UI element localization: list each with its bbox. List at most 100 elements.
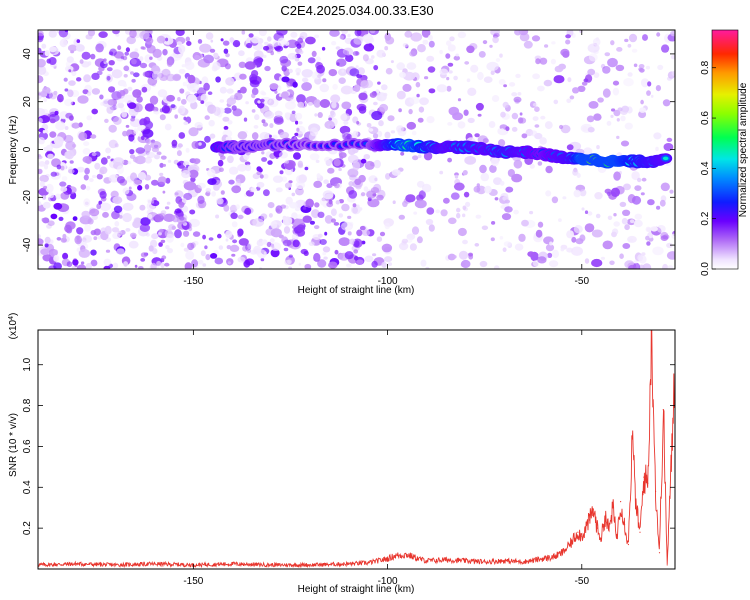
- noise-blob: [75, 44, 85, 52]
- noise-blob: [197, 195, 205, 204]
- noise-blob: [573, 225, 583, 234]
- noise-blob: [161, 105, 170, 114]
- noise-blob: [231, 253, 236, 257]
- noise-blob: [560, 247, 565, 252]
- noise-blob: [244, 207, 252, 215]
- noise-blob: [291, 212, 298, 220]
- noise-blob: [259, 98, 265, 103]
- noise-blob: [202, 234, 207, 240]
- noise-blob: [376, 49, 386, 58]
- noise-blob: [447, 253, 456, 261]
- noise-blob: [80, 261, 85, 265]
- noise-blob: [294, 132, 299, 137]
- noise-blob: [613, 109, 621, 117]
- noise-blob: [377, 130, 383, 138]
- snr-data-point: [612, 507, 614, 509]
- noise-blob: [640, 192, 645, 196]
- noise-blob: [545, 190, 552, 197]
- noise-blob: [197, 39, 203, 44]
- noise-blob: [474, 243, 480, 247]
- noise-blob: [622, 209, 631, 216]
- noise-blob: [239, 73, 247, 80]
- noise-blob: [91, 108, 98, 115]
- noise-blob: [661, 44, 670, 53]
- snr-data-point: [631, 437, 633, 439]
- noise-blob: [222, 40, 230, 46]
- noise-blob: [65, 112, 73, 119]
- noise-blob: [662, 99, 671, 107]
- noise-blob: [583, 78, 589, 83]
- noise-blob: [214, 257, 224, 265]
- noise-blob: [627, 43, 632, 48]
- noise-blob: [381, 243, 393, 253]
- noise-blob: [274, 45, 284, 52]
- snr-data-point: [561, 552, 564, 554]
- noise-blob: [344, 251, 354, 260]
- noise-blob: [502, 247, 507, 252]
- noise-blob: [322, 251, 327, 256]
- noise-blob: [330, 208, 337, 216]
- noise-blob: [270, 228, 282, 238]
- noise-blob: [314, 113, 318, 117]
- noise-blob: [624, 224, 630, 231]
- noise-blob: [426, 55, 435, 62]
- noise-blob: [43, 164, 49, 170]
- noise-blob: [521, 133, 528, 139]
- y-tick-label: 0: [22, 146, 33, 152]
- noise-blob: [641, 177, 647, 182]
- noise-blob: [289, 112, 298, 123]
- noise-blob: [83, 174, 89, 181]
- y-tick-label: 1.0: [22, 357, 33, 371]
- noise-blob: [217, 159, 224, 167]
- noise-blob: [579, 189, 587, 197]
- noise-blob: [176, 150, 182, 157]
- noise-blob: [582, 125, 588, 132]
- noise-blob: [44, 50, 50, 57]
- noise-blob: [55, 193, 61, 200]
- noise-blob: [537, 256, 547, 264]
- noise-blob: [165, 37, 169, 42]
- noise-blob: [297, 61, 303, 66]
- noise-blob: [523, 40, 533, 49]
- noise-blob: [610, 114, 614, 118]
- noise-blob: [495, 58, 501, 62]
- noise-blob: [384, 46, 389, 51]
- snr-data-point: [387, 558, 389, 560]
- noise-blob: [219, 86, 227, 94]
- noise-blob: [531, 35, 541, 42]
- noise-blob: [352, 130, 359, 137]
- noise-blob: [90, 259, 98, 267]
- noise-blob: [209, 133, 216, 139]
- noise-blob: [484, 185, 492, 194]
- noise-blob: [462, 239, 468, 245]
- noise-blob: [48, 30, 57, 38]
- noise-blob: [317, 211, 325, 218]
- noise-blob: [624, 122, 633, 130]
- noise-blob: [271, 134, 278, 140]
- noise-blob: [331, 101, 337, 109]
- noise-blob: [379, 103, 389, 112]
- noise-blob: [53, 202, 63, 210]
- noise-blob: [445, 53, 451, 59]
- noise-blob: [466, 78, 471, 83]
- noise-blob: [158, 242, 163, 247]
- noise-blob: [282, 239, 292, 247]
- noise-blob: [341, 203, 350, 212]
- snr-data-point: [588, 519, 591, 521]
- noise-blob: [427, 66, 436, 73]
- colorbar-tick-label: 0.6: [700, 111, 711, 125]
- noise-blob: [354, 178, 362, 185]
- noise-blob: [615, 64, 625, 72]
- noise-blob: [166, 201, 171, 205]
- noise-blob: [281, 91, 289, 99]
- noise-blob: [228, 179, 235, 185]
- noise-blob: [412, 155, 419, 161]
- noise-blob: [646, 90, 651, 96]
- noise-blob: [448, 217, 457, 225]
- noise-blob: [262, 122, 269, 127]
- noise-blob: [647, 81, 652, 87]
- noise-blob: [200, 100, 205, 104]
- noise-blob: [80, 184, 87, 190]
- noise-blob: [133, 72, 140, 78]
- noise-blob: [130, 172, 138, 182]
